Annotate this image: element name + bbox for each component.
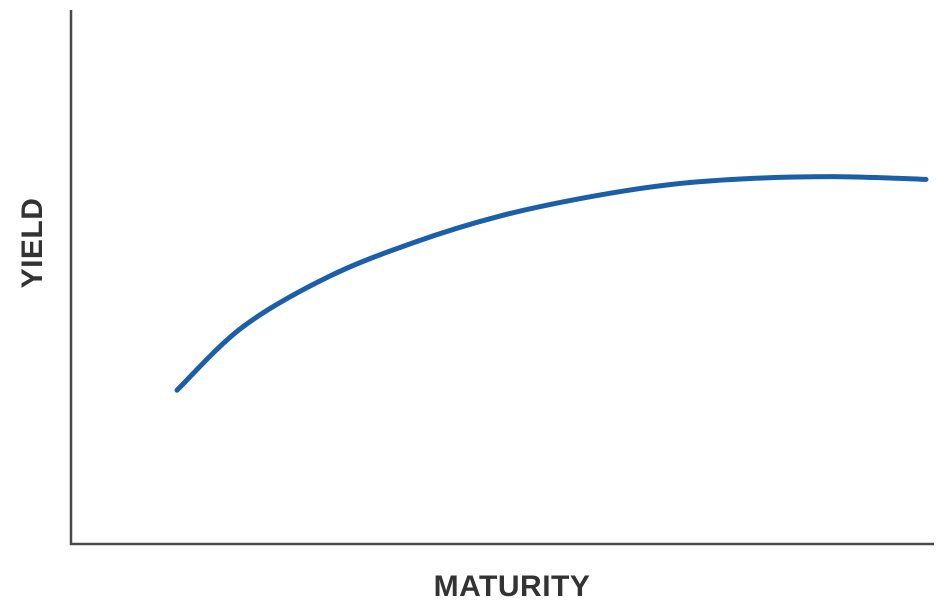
x-axis-label: MATURITY: [434, 570, 591, 603]
y-axis-label: YIELD: [16, 198, 49, 289]
yield-curve-line: [174, 174, 929, 393]
